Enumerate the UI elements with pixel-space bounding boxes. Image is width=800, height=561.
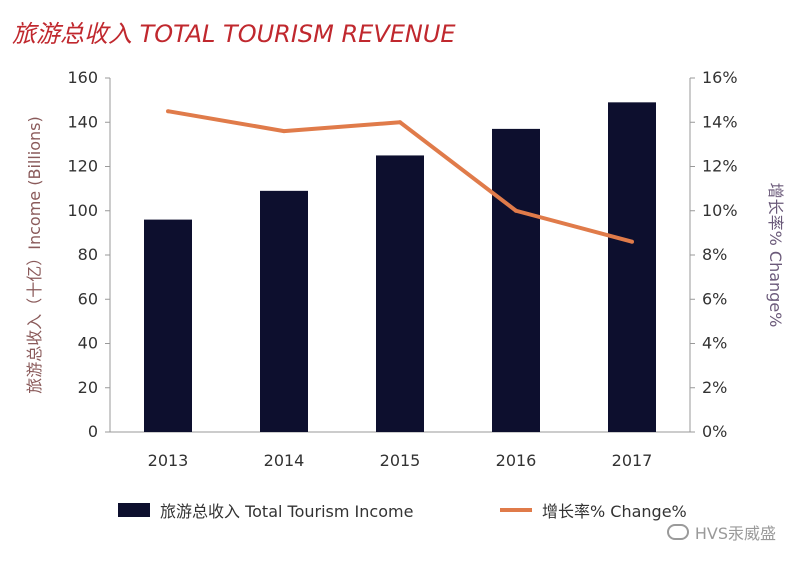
y-left-tick-label: 60: [78, 289, 98, 308]
change-point-2015: [398, 120, 402, 125]
chart-plot: 0 20 40 60 80 100 120 140 160 0% 2% 4% 6% 8% 10% 12% 14%…: [25, 68, 785, 470]
y-left-tick-label: 100: [67, 201, 98, 220]
legend-item-change: 增长率% Change%: [500, 498, 687, 522]
y-right-tick-label: 6%: [702, 289, 727, 308]
y-left-tick-label: 160: [67, 68, 98, 87]
bar-2014: [260, 190, 308, 432]
y-right-tick-label: 0%: [702, 422, 727, 441]
x-tick-label-2016: 2016: [496, 451, 537, 470]
change-point-2013: [166, 109, 170, 114]
y-left-tick-label: 80: [78, 245, 98, 264]
legend-bar-swatch: [118, 503, 150, 517]
chart-legend: 旅游总收入 Total Tourism Income 增长率% Change%: [0, 498, 800, 528]
legend-label-income: 旅游总收入 Total Tourism Income: [160, 502, 414, 521]
y-axis-left-title: 旅游总收入（十亿）Income (Billions): [25, 116, 44, 393]
y-right-tick-label: 14%: [702, 112, 738, 131]
y-right-tick-label: 16%: [702, 68, 738, 87]
legend-line-swatch: [500, 508, 532, 512]
y-right-tick-label: 10%: [702, 201, 738, 220]
wechat-icon: [666, 524, 689, 540]
x-tick-label-2014: 2014: [264, 451, 305, 470]
y-right-tick-label: 12%: [702, 157, 738, 176]
y-right-tick-label: 4%: [702, 334, 727, 353]
y-left-tick-label: 20: [78, 378, 98, 397]
x-tick-label-2015: 2015: [380, 451, 421, 470]
y-left-tick-label: 140: [67, 112, 98, 131]
bar-2017: [608, 102, 656, 433]
y-left-tick-label: 40: [78, 334, 98, 353]
change-point-2014: [282, 129, 286, 134]
y-left-tick-label: 120: [67, 157, 98, 176]
y-axis-right-title: 增长率% Change%: [766, 183, 785, 328]
legend-item-income: 旅游总收入 Total Tourism Income: [118, 498, 413, 522]
watermark: HVS汞威盛: [666, 520, 776, 544]
bar-2016: [492, 128, 540, 432]
x-tick-label-2013: 2013: [148, 451, 189, 470]
change-point-2016: [514, 208, 518, 213]
bar-2015: [376, 155, 424, 432]
watermark-text: HVS汞威盛: [694, 524, 776, 543]
legend-label-change: 增长率% Change%: [542, 502, 687, 521]
x-tick-label-2017: 2017: [612, 451, 653, 470]
y-right-tick-label: 2%: [702, 378, 727, 397]
y-left-tick-label: 0: [88, 422, 98, 441]
y-right-tick-label: 8%: [702, 245, 727, 264]
change-point-2017: [630, 239, 634, 244]
chart-title: 旅游总收入 TOTAL TOURISM REVENUE: [12, 20, 456, 48]
bar-2013: [144, 219, 192, 432]
